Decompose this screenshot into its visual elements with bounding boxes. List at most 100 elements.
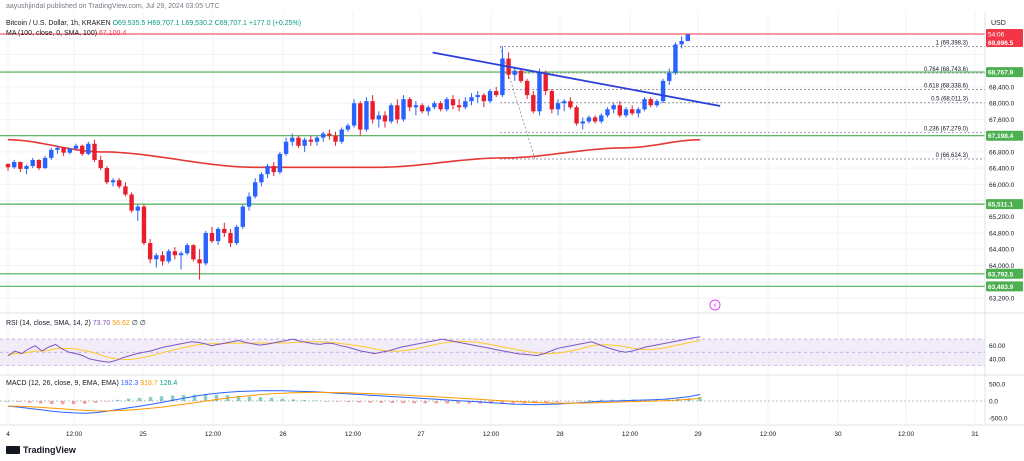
macd-histogram-bar (214, 394, 219, 401)
candle-body (673, 44, 678, 73)
macd-histogram-bar (511, 401, 515, 404)
price-tick-label: 66,400.0 (989, 166, 1015, 173)
macd-histogram-bar (192, 394, 197, 401)
ma-legend[interactable]: MA (100, close, 0, SMA, 100) 67,100.4 (6, 30, 126, 37)
price-tick-label: 66,000.0 (989, 182, 1015, 189)
candle-body (117, 180, 122, 187)
last-price-tag-value: 69,696.5 (988, 40, 1014, 47)
candle-body (104, 168, 110, 183)
fib-level-label: 0 (66,624.3) (936, 153, 968, 159)
candle-body (30, 159, 35, 167)
bearish-trend-line (432, 51, 721, 107)
time-tick-label: 12:00 (205, 431, 222, 438)
time-tick-label: 29 (694, 431, 702, 438)
candle-body (685, 33, 690, 41)
ma-value: 67,100.4 (99, 30, 127, 37)
macd-histogram-bar (203, 394, 208, 401)
rsi-ma-value: 56.62 (112, 320, 130, 327)
candle-body (339, 129, 344, 142)
price-tick-label: 63,200.0 (989, 295, 1015, 302)
tradingview-logo-icon (6, 446, 20, 454)
candle-body (49, 149, 54, 158)
macd-histogram-bar (357, 401, 362, 403)
candle-body (370, 101, 375, 120)
candle-body (648, 99, 653, 106)
level-tag-65511-bg (986, 199, 1023, 210)
macd-histogram-bar (324, 401, 329, 402)
macd-histogram-bar (247, 396, 252, 401)
candle-body (395, 105, 400, 120)
alert-icon (709, 299, 721, 311)
candle-body (463, 101, 468, 108)
macd-histogram-bar (346, 401, 351, 403)
level-tag-68767: 68,767.9 (988, 70, 1014, 77)
rsi-pane (0, 336, 985, 366)
macd-histogram-bar (104, 401, 109, 402)
macd-histogram-bar (445, 401, 449, 404)
candle-body (438, 103, 443, 110)
symbol-legend[interactable]: Bitcoin / U.S. Dollar, 1h, KRAKEN O69,53… (6, 20, 301, 27)
macd-histogram-bar (6, 401, 10, 402)
macd-histogram-bar (423, 401, 427, 404)
candle-body (234, 226, 239, 244)
macd-histogram-bar (236, 395, 241, 401)
candle-body (679, 40, 684, 45)
level-tag-67198-bg (986, 130, 1023, 141)
candle-body (277, 153, 283, 173)
candle-body (518, 70, 524, 81)
candle-body (246, 196, 252, 207)
candle-body (141, 206, 147, 244)
candle-body (129, 194, 134, 211)
candle-body (61, 147, 66, 153)
candle-body (327, 133, 332, 136)
candle-body (24, 166, 29, 169)
candle-body (123, 186, 128, 195)
currency-label: USD (991, 20, 1006, 27)
macd-histogram-bar (390, 401, 395, 404)
candle-body (36, 159, 42, 169)
macd-legend[interactable]: MACD (12, 26, close, 9, EMA, EMA) 192.3 … (6, 380, 177, 387)
candle-body (388, 105, 394, 122)
candle-body (320, 133, 326, 138)
macd-histogram-bar (544, 401, 548, 403)
time-tick-label: 12:00 (622, 431, 639, 438)
fib-level-label: 0.618 (68,338.6) (924, 83, 968, 89)
rsi-legend[interactable]: RSI (14, close, SMA, 14, 2) 73.70 56.62 … (6, 319, 146, 327)
macd-histogram-bar (82, 401, 87, 404)
candle-body (203, 232, 208, 264)
level-tag-63792: 63,792.5 (988, 271, 1014, 278)
candle-body (562, 101, 567, 104)
candle-body (654, 101, 660, 106)
candle-body (611, 105, 616, 110)
candle-body (79, 145, 85, 154)
fib-level-label: 0.5 (68,011.3) (931, 97, 968, 103)
candle-body (166, 251, 171, 262)
rsi-extra: ∅ ∅ (131, 320, 146, 327)
price-tick-label: 64,400.0 (989, 247, 1015, 254)
candle-body (524, 80, 530, 96)
candle-body (98, 159, 103, 169)
rsi-tick-label: 40.00 (989, 356, 1006, 363)
macd-signal-value: 318.7 (140, 380, 158, 387)
tradingview-logo[interactable]: TradingView (6, 445, 76, 455)
macd-histogram-bar (698, 397, 702, 401)
candle-body (605, 109, 610, 116)
macd-histogram-bar (159, 396, 164, 401)
candle-body (147, 243, 153, 260)
candle-body (475, 95, 480, 98)
candle-body (73, 145, 79, 149)
brand-name: TradingView (23, 445, 76, 455)
ohlc-high: H69,707.1 (147, 20, 180, 27)
fib-level-label: 1 (69,398.3) (936, 41, 968, 47)
price-tick-label: 68,400.0 (989, 84, 1015, 91)
candle-body (135, 206, 140, 211)
candle-body (351, 103, 357, 126)
time-tick-label: 27 (417, 431, 425, 438)
candle-body (110, 180, 116, 183)
macd-histogram-bar (137, 397, 142, 401)
candle-body (67, 148, 72, 153)
time-tick-label: 25 (139, 431, 147, 438)
axes: 68,400.0 68,000.0 67,600.0 66,800.0 66,400.0… (0, 12, 1024, 438)
candle-body (172, 251, 178, 256)
candle-body (314, 137, 320, 142)
